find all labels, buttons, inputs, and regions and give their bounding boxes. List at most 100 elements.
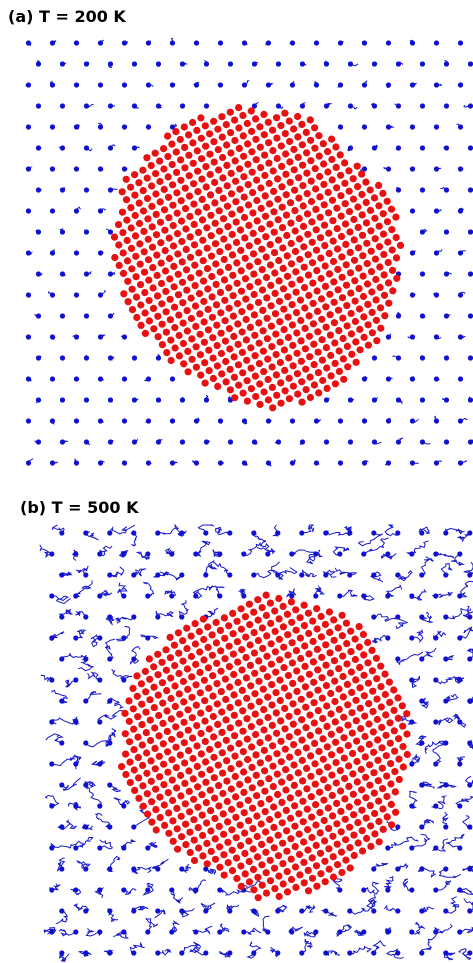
crystal-atom [316,768,323,775]
crystal-atom [292,606,299,613]
crystal-atom [367,843,374,850]
atom [410,166,415,171]
snapshot-panel [40,525,473,961]
crystal-atom [365,720,372,727]
crystal-atom [239,328,246,335]
crystal-atom [196,669,203,676]
crystal-atom [242,296,249,303]
crystal-atom [286,138,293,145]
atom [74,166,79,171]
crystal-atom [331,698,338,705]
crystal-atom [300,838,307,845]
crystal-atom [294,370,301,377]
crystal-atom [220,215,227,222]
crystal-atom [274,811,281,818]
crystal-atom [126,718,133,725]
crystal-atom [180,360,187,367]
crystal-atom [356,684,363,691]
crystal-atom [167,296,174,303]
atom [59,824,64,829]
crystal-atom [167,675,174,682]
crystal-atom [324,168,331,175]
crystal-atom [192,282,199,289]
crystal-atom [324,385,331,392]
page: (a) T = 200 K (b) T = 500 K (() => { con… [0,0,473,963]
crystal-atom [226,325,233,332]
crystal-atom [302,345,309,352]
crystal-atom [233,855,240,862]
crystal-atom [318,674,325,681]
crystal-atom [218,708,225,715]
crystal-atom [161,186,168,193]
crystal-atom [272,628,279,635]
crystal-atom [194,804,201,811]
crystal-atom [140,803,147,810]
crystal-atom [165,173,172,180]
crystal-atom [240,173,247,180]
crystal-atom [316,789,323,796]
atom [275,950,280,955]
atom [419,950,424,955]
crystal-atom [326,250,333,257]
crystal-atom [172,723,179,730]
crystal-atom [280,623,287,630]
atom [121,635,126,640]
crystal-atom [229,251,236,258]
crystal-atom [189,735,196,742]
crystal-atom [359,211,366,218]
crystal-atom [237,822,244,829]
crystal-atom [322,262,329,269]
atom [121,929,126,934]
crystal-atom [305,650,312,657]
crystal-atom [123,196,130,203]
crystal-atom [247,324,254,331]
crystal-atom [328,772,335,779]
crystal-atom [119,229,126,236]
crystal-atom [339,315,346,322]
crystal-atom [304,806,311,813]
crystal-atom [332,360,339,367]
crystal-atom [357,725,364,732]
crystal-atom [196,648,203,655]
atom [313,551,318,556]
atom [203,950,208,955]
crystal-atom [334,861,341,868]
crystal-atom [293,309,300,316]
crystal-atom [245,838,252,845]
crystal-atom [276,636,283,643]
atom [49,845,54,850]
crystal-atom [363,815,370,822]
crystal-atom [196,628,203,635]
crystal-atom [127,204,134,211]
crystal-atom [330,278,337,285]
crystal-atom [205,306,212,313]
atom [395,950,400,955]
crystal-atom [252,751,259,758]
crystal-atom [348,330,355,337]
crystal-atom [273,371,280,378]
crystal-atom [190,180,197,187]
crystal-atom [211,815,218,822]
atom [156,61,161,66]
crystal-atom [167,337,174,344]
atom [468,61,473,66]
crystal-atom [269,722,276,729]
crystal-atom [188,315,195,322]
crystal-atom [311,145,318,152]
atom [74,460,79,465]
atom [36,397,41,402]
crystal-atom [208,273,215,280]
atom [217,551,222,556]
crystal-atom [198,135,205,142]
crystal-atom [169,797,176,804]
crystal-atom [153,252,160,259]
crystal-atom [195,249,202,256]
crystal-atom [337,787,344,794]
crystal-atom [307,137,314,144]
crystal-atom [128,245,135,252]
crystal-atom [331,299,338,306]
crystal-atom [263,592,270,599]
atom [179,572,184,577]
crystal-atom [332,143,339,150]
crystal-atom [147,737,154,744]
